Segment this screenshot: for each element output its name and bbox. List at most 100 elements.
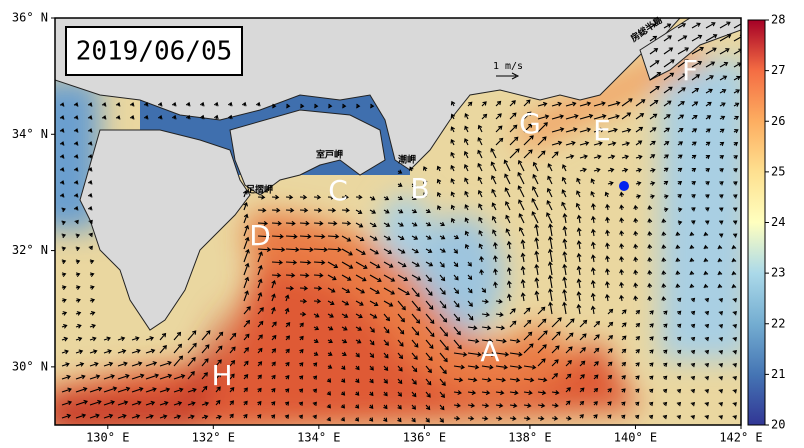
current-arrow [593,401,598,406]
current-arrow [691,154,697,159]
current-arrow [464,217,470,224]
current-arrow [718,310,724,316]
place-name: 室戸岬 [316,149,343,161]
current-arrow [369,209,377,214]
current-arrow [565,387,571,393]
current-arrow [619,204,625,211]
current-arrow [257,387,262,393]
current-arrow [579,154,588,160]
current-arrow [369,196,376,201]
current-arrow [705,75,714,81]
current-arrow [576,214,582,224]
current-arrow [327,313,334,318]
current-arrow [537,377,548,383]
current-arrow [243,374,249,380]
current-arrow [593,320,601,328]
current-arrow [199,101,205,107]
current-arrow [327,300,335,306]
current-arrow [675,257,681,263]
current-arrow [732,311,737,316]
current-arrow [733,168,738,173]
current-arrow [551,101,563,107]
current-arrow [450,191,456,198]
current-arrow [355,222,364,228]
current-arrow [691,114,698,120]
current-arrow [313,220,324,226]
current-arrow [467,274,473,281]
current-arrow [383,391,388,397]
current-arrow [75,285,81,290]
current-arrow [607,414,612,419]
current-arrow [450,217,456,224]
current-arrow [411,195,417,201]
current-arrow [87,193,93,198]
current-arrow [285,247,300,253]
current-arrow [719,207,724,212]
current-arrow [732,415,737,420]
current-arrow [397,378,403,385]
current-arrow [478,203,483,211]
current-arrow [579,414,584,419]
current-arrow [299,260,312,265]
current-arrow [467,403,476,408]
current-arrow [75,399,89,406]
current-arrow [326,404,331,409]
current-arrow [313,272,324,278]
current-arrow [705,34,718,42]
current-arrow [649,181,656,186]
colorbar-tick-label: 22 [771,316,785,330]
current-arrow [691,220,696,225]
current-arrow [506,253,512,263]
current-arrow [509,136,519,146]
current-arrow [732,376,737,381]
current-arrow [579,140,590,146]
current-arrow [185,101,191,107]
current-arrow [215,399,221,406]
current-arrow [661,296,667,302]
current-arrow [509,377,521,383]
current-arrow [719,48,730,55]
current-arrow [285,348,290,354]
current-arrow [593,334,600,341]
current-arrow [299,247,314,253]
current-arrow [523,135,534,146]
current-arrow [467,390,477,396]
current-arrow [520,292,526,302]
current-arrow [143,115,149,120]
current-arrow [647,244,653,250]
current-arrow [171,101,177,107]
current-arrow [397,339,404,347]
current-arrow [397,235,405,241]
current-arrow [551,373,558,380]
current-arrow [718,336,724,342]
current-arrow [732,389,737,394]
current-arrow [285,234,298,239]
current-arrow [271,260,284,265]
current-arrow [490,147,497,159]
current-arrow [676,388,682,394]
current-arrow [425,287,433,296]
current-arrow [145,387,157,393]
current-arrow [103,400,115,406]
current-arrow [103,349,112,354]
current-arrow [509,403,518,408]
current-arrow [284,307,290,315]
current-arrow [579,101,592,107]
current-arrow [425,404,431,411]
current-arrow [271,272,282,278]
current-arrow [537,403,546,408]
current-arrow [663,127,670,133]
current-arrow [561,201,567,211]
map-frame [54,17,742,426]
current-arrow [607,114,620,120]
current-arrow [506,280,512,289]
current-arrow [495,125,503,133]
current-arrow [257,334,263,341]
current-arrow [298,388,304,393]
current-arrow [327,338,333,344]
current-arrow [717,244,723,250]
current-arrow [705,128,711,133]
current-arrow [477,149,483,159]
current-arrow [355,235,365,242]
